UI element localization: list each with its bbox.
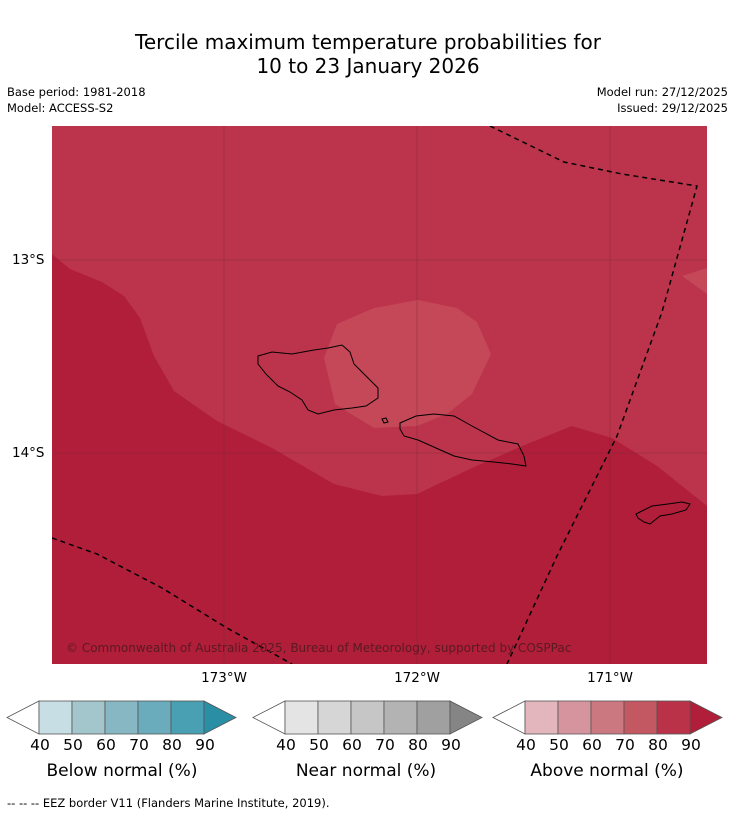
model-name: Model: ACCESS-S2 xyxy=(7,101,114,115)
base-period: Base period: 1981-2018 xyxy=(7,85,146,99)
tick: 60 xyxy=(342,736,362,754)
cbar-above-seg-3 xyxy=(590,700,625,735)
tick: 80 xyxy=(648,736,668,754)
cbar-above-seg-2 xyxy=(557,700,592,735)
tick: 40 xyxy=(516,736,536,754)
title-line-2: 10 to 23 January 2026 xyxy=(256,54,480,78)
tick: 40 xyxy=(276,736,296,754)
island-savaii xyxy=(257,344,379,415)
colorbar-above-normal xyxy=(492,700,724,740)
title-line-1: Tercile maximum temperature probabilitie… xyxy=(135,30,601,54)
lat-label-13s: 13°S xyxy=(12,252,45,268)
tick: 70 xyxy=(129,736,149,754)
cbar-below-seg-0 xyxy=(6,700,40,735)
tick: 60 xyxy=(582,736,602,754)
meta-right: Model run: 27/12/2025 Issued: 29/12/2025 xyxy=(597,84,728,116)
cbar-below-seg-4 xyxy=(137,700,172,735)
lon-label-173w: 173°W xyxy=(201,670,247,686)
tick: 90 xyxy=(681,736,701,754)
eez-border-north xyxy=(489,126,698,664)
tick: 70 xyxy=(615,736,635,754)
eez-border-southwest xyxy=(52,537,293,664)
tick: 80 xyxy=(162,736,182,754)
model-run: Model run: 27/12/2025 xyxy=(596,85,728,99)
cbar-near-seg-1 xyxy=(284,700,319,735)
colorbar-above-label: Above normal (%) xyxy=(530,761,684,781)
colorbar-below-label: Below normal (%) xyxy=(46,761,198,781)
tick: 90 xyxy=(441,736,461,754)
zone-above-90 xyxy=(52,254,707,664)
colorbar-below-normal xyxy=(6,700,238,740)
lon-label-172w: 172°W xyxy=(394,670,440,686)
cbar-below-seg-6 xyxy=(203,700,237,735)
cbar-near-seg-4 xyxy=(383,700,418,735)
issued-date: Issued: 29/12/2025 xyxy=(617,101,728,115)
island-upolu xyxy=(399,413,527,467)
colorbar-near-label: Near normal (%) xyxy=(295,761,437,781)
zone-above-70-east xyxy=(682,268,707,294)
cbar-near-seg-3 xyxy=(350,700,385,735)
colorbar-near-normal xyxy=(252,700,484,740)
tick: 90 xyxy=(195,736,215,754)
cbar-above-seg-1 xyxy=(524,700,559,735)
cbar-near-seg-6 xyxy=(449,700,483,735)
eez-legend-note: -- -- -- EEZ border V11 (Flanders Marine… xyxy=(7,796,330,810)
copyright-notice: © Commonwealth of Australia 2025, Bureau… xyxy=(66,641,572,655)
cbar-above-seg-6 xyxy=(689,700,723,735)
island-tutuila xyxy=(635,501,691,525)
cbar-above-seg-5 xyxy=(656,700,691,735)
tick: 40 xyxy=(30,736,50,754)
meta-left: Base period: 1981-2018 Model: ACCESS-S2 xyxy=(7,84,146,116)
zone-above-70 xyxy=(324,300,491,428)
tick: 50 xyxy=(309,736,329,754)
chart-title: Tercile maximum temperature probabilitie… xyxy=(0,30,736,78)
lat-label-14s: 14°S xyxy=(12,445,45,461)
map-panel[interactable] xyxy=(52,126,707,664)
tick: 50 xyxy=(549,736,569,754)
tick: 70 xyxy=(375,736,395,754)
cbar-below-seg-3 xyxy=(104,700,139,735)
tick: 80 xyxy=(408,736,428,754)
cbar-above-seg-4 xyxy=(623,700,658,735)
cbar-near-seg-5 xyxy=(416,700,451,735)
island-manono xyxy=(381,417,389,424)
cbar-near-seg-2 xyxy=(317,700,352,735)
lon-label-171w: 171°W xyxy=(587,670,633,686)
cbar-near-seg-0 xyxy=(252,700,286,735)
cbar-below-seg-5 xyxy=(170,700,205,735)
cbar-above-seg-0 xyxy=(492,700,526,735)
cbar-below-seg-1 xyxy=(38,700,73,735)
cbar-below-seg-2 xyxy=(71,700,106,735)
tick: 50 xyxy=(63,736,83,754)
tick: 60 xyxy=(96,736,116,754)
